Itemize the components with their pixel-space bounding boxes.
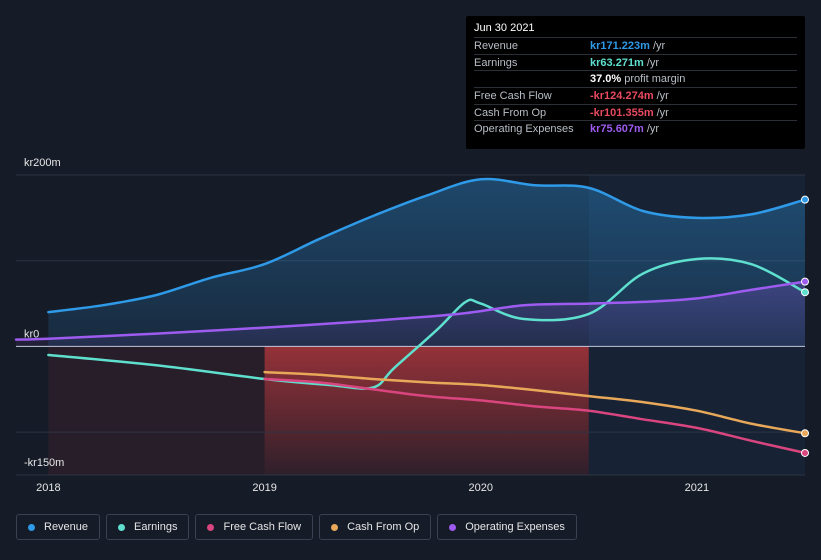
x-axis-label: 2018 [36,482,60,494]
legend-label: Operating Expenses [465,521,565,533]
tooltip-label: Operating Expenses [474,123,574,136]
legend-dot-icon [207,523,215,531]
data-tooltip: Jun 30 2021 Revenue kr171.223m/yr Earnings… [466,16,805,149]
earnings-end-point [801,288,809,297]
x-axis-label: 2021 [685,482,709,494]
cash-from-op-end-point [801,429,809,438]
tooltip-date: Jun 30 2021 [474,22,535,34]
tooltip-row: Revenue kr171.223m/yr [474,37,797,54]
earnings-line [47,257,807,390]
y-axis-label: -kr150m [24,457,64,469]
operating-expenses-area [16,281,805,347]
tooltip-row: Free Cash Flow -kr124.274m/yr [474,87,797,104]
tooltip-label: Earnings [474,56,518,69]
x-axis-label: 2020 [469,482,493,494]
tooltip-unit: /yr [646,123,660,136]
revenue-line [47,177,807,314]
tooltip-unit: /yr [656,106,669,119]
tooltip-unit: /yr [646,56,660,69]
tooltip-value: -kr124.274m [590,89,654,102]
x-axis-label: 2019 [252,482,276,494]
legend-label: Earnings [134,521,178,533]
tooltip-value: kr63.271m [590,56,644,69]
tooltip-label: Cash From Op [474,106,547,119]
tooltip-row: Cash From Op -kr101.355m/yr [474,103,797,121]
legend-dot-icon [331,523,339,531]
tooltip-row: 37.0% profit margin [474,70,797,87]
legend-item-free-cash-flow[interactable]: Free Cash Flow [195,514,314,540]
free-cash-flow-end-point [801,448,809,457]
tooltip-value: 37.0% [590,73,622,86]
tooltip-row: Operating Expenses kr75.607m/yr [474,120,797,137]
legend-label: Free Cash Flow [223,521,302,533]
cash-from-op-line [263,370,807,435]
tooltip-row: Earnings kr63.271m/yr [474,53,797,71]
chart-legend: Revenue Earnings Free Cash Flow Cash From O… [16,514,577,542]
operating-expenses-line [14,280,807,341]
legend-item-revenue[interactable]: Revenue [16,514,101,540]
tooltip-value: kr171.223m [590,39,650,52]
tooltip-unit: profit margin [624,73,686,86]
legend-item-operating-expenses[interactable]: Operating Expenses [437,514,577,540]
legend-item-cash-from-op[interactable]: Cash From Op [319,514,432,540]
tooltip-value: -kr101.355m [590,106,654,119]
legend-dot-icon [28,523,35,531]
tooltip-value: kr75.607m [590,123,644,136]
legend-dot-icon [118,523,126,531]
legend-label: Cash From Op [347,521,420,533]
free-cash-flow-line [263,377,807,455]
revenue-end-point [801,195,809,204]
y-axis-label: kr200m [24,157,61,169]
legend-dot-icon [449,523,457,531]
tooltip-unit: /yr [656,89,669,102]
tooltip-label: Free Cash Flow [474,89,552,102]
operating-expenses-end-point [801,277,809,286]
negative-cashflow-area [264,346,589,475]
y-axis-label: kr0 [24,328,39,340]
tooltip-unit: /yr [652,39,666,52]
legend-item-earnings[interactable]: Earnings [106,514,190,540]
history-shade [48,346,265,475]
tooltip-label: Revenue [474,39,519,52]
legend-label: Revenue [44,521,89,533]
